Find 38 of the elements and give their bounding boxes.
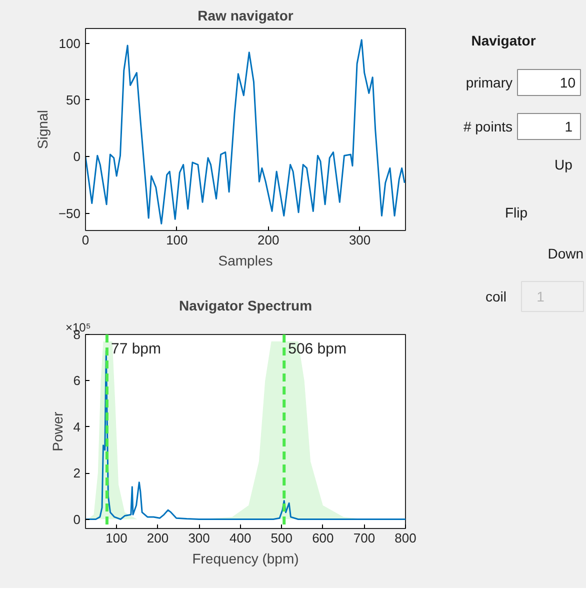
x-tick-label: 500: [270, 530, 292, 546]
text: # points: [463, 118, 513, 134]
x-tick-label: 800: [394, 530, 416, 546]
y-tick-label: 0: [73, 149, 81, 164]
y-tick-label: 2: [73, 466, 81, 481]
x-tick-label: 200: [258, 232, 280, 248]
ref-line-label: 506 bpm: [288, 340, 346, 358]
x-axis-title: Samples: [218, 252, 273, 268]
x-tick-label: 600: [312, 530, 334, 546]
y-tick-label: 0: [73, 512, 81, 527]
text: 1: [536, 288, 545, 304]
chart-title: Raw navigator: [198, 8, 294, 24]
x-tick-label: 300: [348, 232, 371, 248]
text: Up: [554, 156, 573, 172]
y-tick-label: 100: [58, 36, 81, 51]
x-axis-title: Frequency (bpm): [192, 550, 299, 566]
y-axis-title: Signal: [34, 110, 50, 149]
text: 10: [560, 74, 576, 90]
x-tick-label: 100: [166, 232, 188, 248]
x-tick-label: 200: [146, 530, 169, 546]
text: 1: [564, 118, 573, 134]
text: Down: [548, 246, 584, 262]
y-tick-label: 6: [73, 373, 81, 388]
text: coil: [485, 288, 507, 304]
x-tick-label: 400: [229, 530, 252, 546]
x-tick-label: 700: [353, 530, 376, 546]
text: Flip: [504, 204, 528, 220]
chart-title: Navigator Spectrum: [178, 298, 312, 314]
y-tick-label: 50: [66, 92, 81, 108]
ref-line-label: 77 bpm: [110, 340, 162, 358]
x-tick-label: 300: [188, 530, 210, 546]
text: primary: [466, 74, 513, 90]
y-tick-label: −50: [58, 206, 81, 221]
x-tick-label: 100: [106, 530, 128, 546]
y-tick-label: 4: [73, 419, 81, 434]
y-axis-title: Power: [49, 411, 66, 452]
line-series: [86, 39, 406, 224]
text: Navigator: [471, 32, 536, 48]
